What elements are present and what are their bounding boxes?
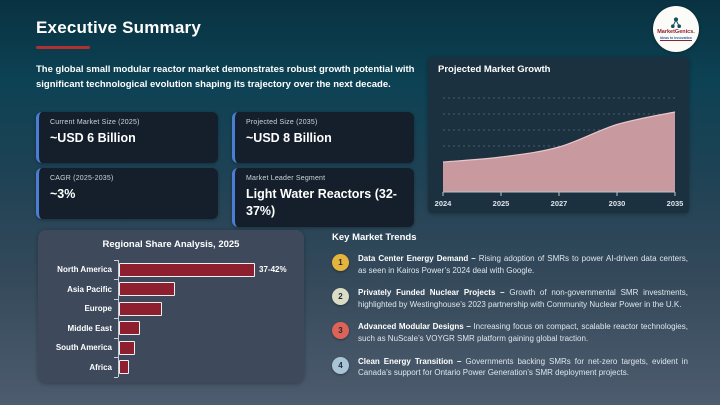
trend-number-badge: 3 (332, 322, 349, 340)
svg-text:2024: 2024 (435, 199, 453, 208)
region-label: Middle East (67, 323, 112, 333)
svg-text:2025: 2025 (493, 199, 510, 208)
region-label: Asia Pacific (67, 284, 112, 294)
logo-tagline: Ideas to Innovation (660, 35, 692, 41)
region-row: Middle East (38, 318, 304, 338)
trend-body: Growth of non-governmental SMR investmen… (358, 288, 689, 309)
regional-bar-chart: North America 37-42% Asia Pacific Europe (38, 259, 304, 377)
trend-lead: Clean Energy Transition – (358, 356, 462, 366)
trend-item-advanced-designs: 3 Advanced Modular Designs – Increasing … (332, 321, 688, 344)
region-bar-track (113, 337, 304, 358)
trend-body: Rising adoption of SMRs to power AI-driv… (358, 254, 688, 275)
stat-value: ~USD 8 Billion (246, 131, 332, 145)
trend-text: Privately Funded Nuclear Projects – Grow… (358, 287, 688, 310)
region-bar-track (113, 318, 304, 338)
stat-label: Current Market Size (2025) (50, 119, 140, 126)
trend-number-badge: 1 (332, 254, 349, 271)
stat-value: ~3% (50, 187, 76, 201)
intro-text: The global small modular reactor market … (36, 64, 415, 91)
key-market-trends-section: Key Market Trends 1 Data Center Energy D… (332, 232, 688, 390)
trend-text: Advanced Modular Designs – Increasing fo… (358, 321, 688, 344)
trend-number: 3 (338, 326, 343, 336)
trend-lead: Privately Funded Nuclear Projects – (358, 288, 505, 298)
region-bar (119, 262, 255, 277)
trend-text: Clean Energy Transition – Governments ba… (358, 356, 688, 379)
stat-card-projected-size: Projected Size (2035) ~USD 8 Billion (232, 112, 414, 163)
region-label: Africa (89, 362, 112, 372)
stats-grid: Current Market Size (2025) ~USD 6 Billio… (36, 112, 414, 227)
region-bar-track (113, 357, 304, 377)
trend-item-clean-energy: 4 Clean Energy Transition – Governments … (332, 356, 688, 379)
trend-lead: Advanced Modular Designs – (358, 322, 471, 332)
region-label: North America (57, 265, 112, 275)
region-bar (119, 301, 162, 316)
svg-text:2030: 2030 (609, 199, 626, 208)
region-row: South America (38, 337, 304, 358)
region-row: Asia Pacific (38, 279, 304, 299)
svg-text:2035: 2035 (667, 199, 684, 208)
logo-molecule-icon (671, 17, 681, 29)
region-row: Africa (38, 357, 304, 377)
stat-label: Market Leader Segment (246, 175, 326, 182)
regional-share-panel: Regional Share Analysis, 2025 North Amer… (38, 230, 304, 383)
trend-number: 2 (338, 292, 343, 302)
region-bar (119, 321, 140, 336)
growth-area-chart: 2024 2025 2027 2030 2035 (435, 97, 684, 208)
region-bar-track (113, 298, 304, 319)
trend-body: Increasing focus on compact, scalable re… (358, 322, 688, 343)
region-label: Europe (84, 304, 112, 314)
stat-value: Light Water Reactors (32-37%) (246, 187, 397, 218)
company-logo: MarketGenics. Ideas to Innovation (653, 6, 699, 52)
stat-label: Projected Size (2035) (246, 119, 318, 126)
trend-lead: Data Center Energy Demand – (358, 254, 476, 263)
region-bar-track: 37-42% (113, 259, 304, 280)
region-value-label: 37-42% (259, 265, 287, 275)
region-label: South America (55, 343, 112, 353)
svg-text:2027: 2027 (551, 199, 568, 208)
trend-number-badge: 2 (332, 288, 349, 306)
region-bar (119, 282, 175, 297)
trends-heading: Key Market Trends (332, 232, 417, 243)
stat-card-market-leader: Market Leader Segment Light Water Reacto… (232, 168, 414, 227)
region-bar-track (113, 279, 304, 299)
regional-chart-title: Regional Share Analysis, 2025 (102, 239, 240, 250)
trend-text: Data Center Energy Demand – Rising adopt… (358, 253, 688, 276)
trend-number: 1 (338, 258, 343, 267)
trend-item-private-funding: 2 Privately Funded Nuclear Projects – Gr… (332, 287, 688, 310)
stat-label: CAGR (2025-2035) (50, 175, 114, 182)
region-bar (119, 360, 129, 375)
stat-card-cagr: CAGR (2025-2035) ~3% (36, 168, 218, 219)
region-bar (119, 340, 135, 355)
growth-chart-title: Projected Market Growth (438, 64, 551, 75)
region-row: Europe (38, 298, 304, 319)
logo-name: MarketGenics. (657, 29, 695, 36)
projected-market-growth-panel: 2024 2025 2027 2030 2035 Projected Market Gr… (428, 57, 689, 213)
stat-card-current-market-size: Current Market Size (2025) ~USD 6 Billio… (36, 112, 218, 163)
trend-number-badge: 4 (332, 356, 349, 374)
stat-value: ~USD 6 Billion (50, 131, 136, 145)
region-row: North America 37-42% (38, 259, 304, 280)
trend-body: Governments backing SMRs for net-zero ta… (358, 356, 688, 378)
trend-number: 4 (338, 360, 343, 370)
trend-item-data-center-demand: 1 Data Center Energy Demand – Rising ado… (332, 253, 688, 276)
title-underline (36, 46, 90, 49)
page-title: Executive Summary (36, 18, 201, 37)
